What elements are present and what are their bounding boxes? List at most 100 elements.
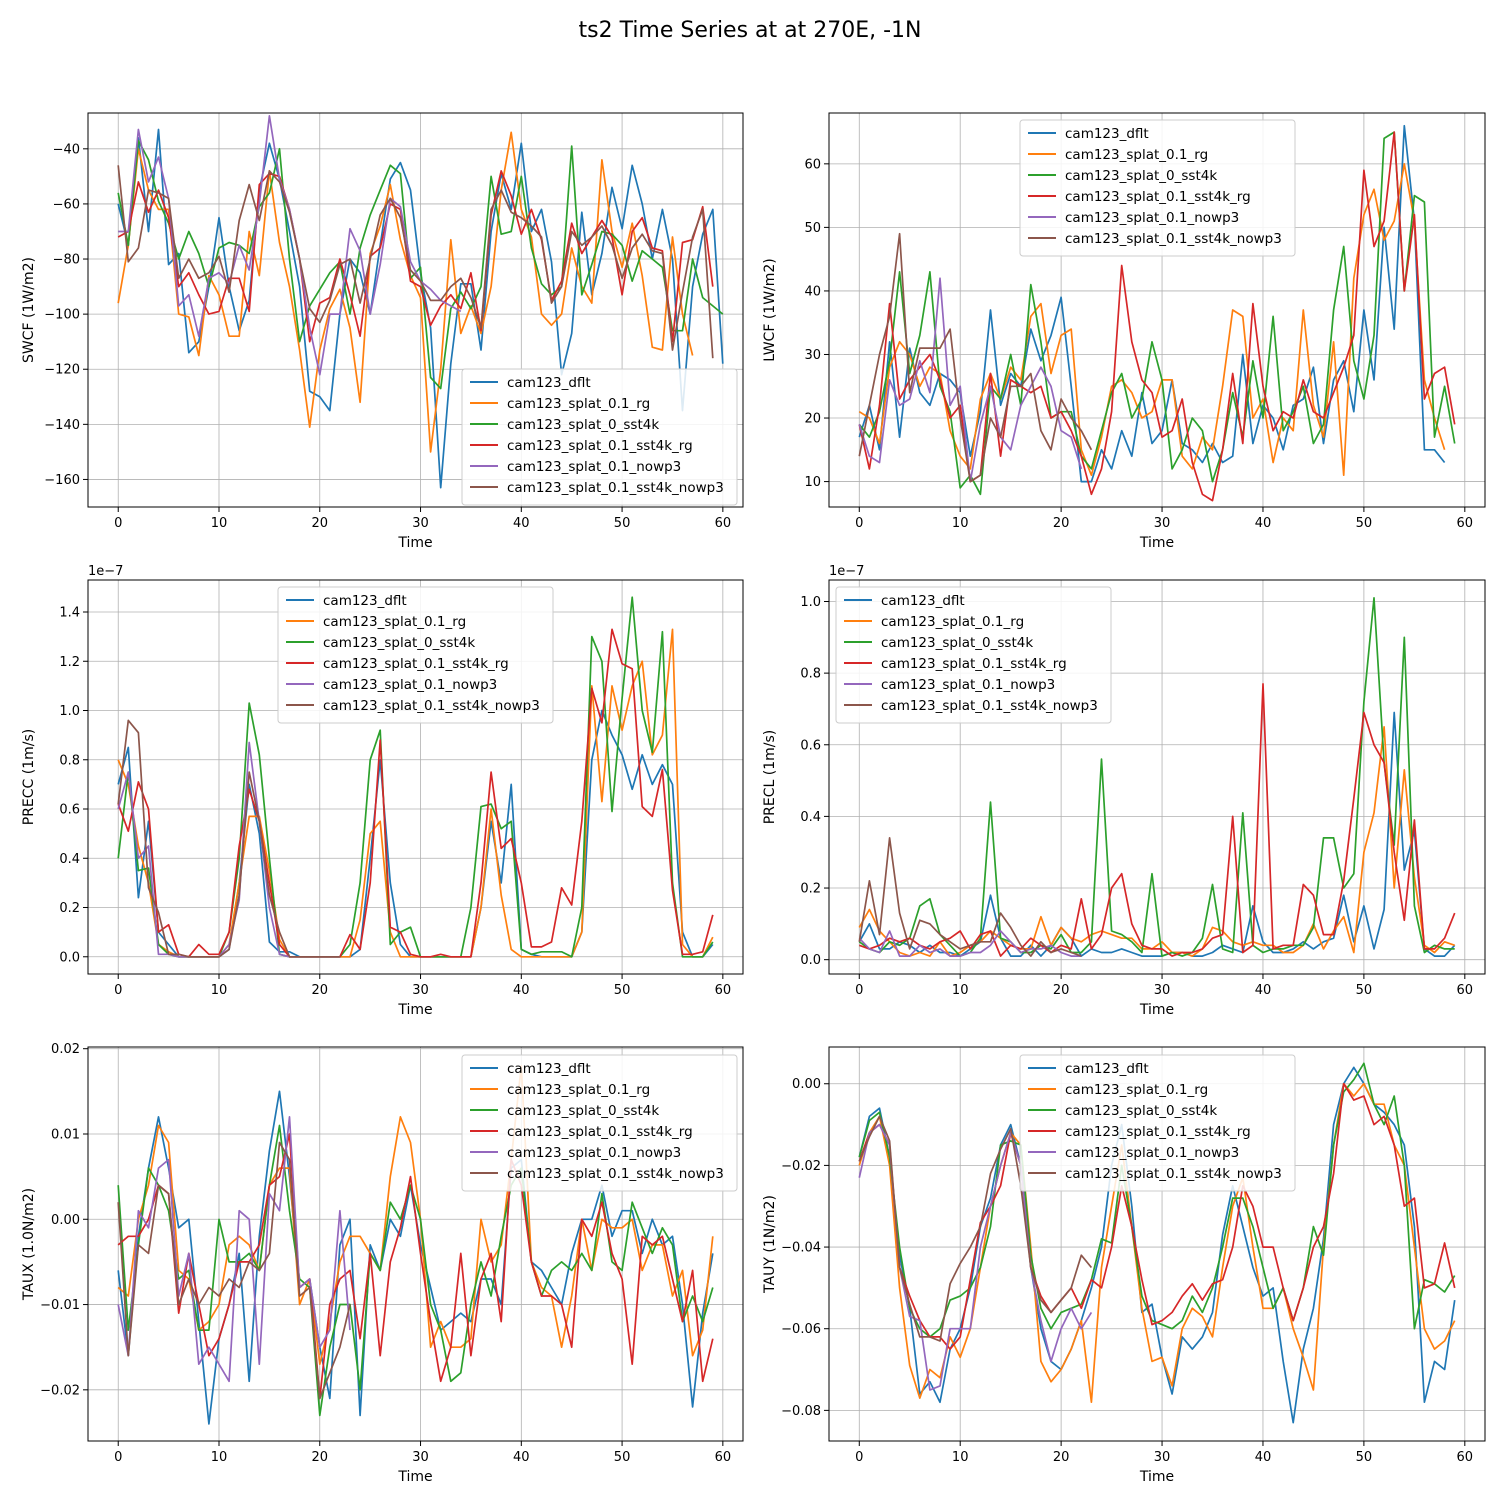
legend-box bbox=[277, 586, 554, 724]
legend-label: cam123_splat_0_sst4k bbox=[507, 1103, 659, 1119]
legend-label: cam123_splat_0.1_sst4k_nowp3 bbox=[507, 1166, 724, 1182]
x-tick-label: 30 bbox=[412, 516, 429, 531]
x-tick-label: 20 bbox=[1053, 1450, 1070, 1465]
series-line-cam123_splat_0.1_nowp3 bbox=[858, 930, 1082, 957]
x-tick-label: 60 bbox=[1457, 983, 1474, 998]
legend-label: cam123_dflt bbox=[1065, 126, 1149, 142]
x-tick-label: 40 bbox=[1255, 516, 1272, 531]
series-line-cam123_splat_0_sst4k bbox=[858, 131, 1456, 496]
y-tick-label: −0.04 bbox=[781, 1241, 821, 1256]
legend-label: cam123_splat_0.1_sst4k_nowp3 bbox=[323, 698, 540, 714]
legend-label: cam123_splat_0.1_sst4k_rg bbox=[323, 656, 509, 672]
x-tick-label: 60 bbox=[715, 516, 732, 531]
y-tick-label: −80 bbox=[53, 253, 80, 268]
y-axis-label: TAUY (1N/m2) bbox=[762, 1195, 778, 1294]
legend-label: cam123_dflt bbox=[323, 593, 407, 609]
y-tick-label: 0.02 bbox=[51, 1042, 80, 1057]
x-tick-label: 30 bbox=[412, 983, 429, 998]
legend: cam123_dflt cam123_splat_0.1_rg cam123_spl… bbox=[277, 586, 554, 724]
x-tick-label: 0 bbox=[855, 516, 863, 531]
legend-label: cam123_splat_0.1_rg bbox=[507, 396, 650, 412]
y-tick-label: 30 bbox=[804, 348, 821, 363]
y-tick-label: −60 bbox=[53, 197, 80, 212]
x-tick-label: 0 bbox=[855, 1450, 863, 1465]
series-line-cam123_splat_0.1_sst4k_nowp3 bbox=[858, 837, 1082, 957]
x-tick-label: 50 bbox=[614, 516, 631, 531]
series-line-cam123_splat_0.1_nowp3 bbox=[117, 1116, 351, 1383]
legend-label: cam123_splat_0_sst4k bbox=[1065, 1103, 1217, 1119]
x-tick-label: 40 bbox=[1255, 1450, 1272, 1465]
series-line-cam123_splat_0.1_sst4k_nowp3 bbox=[117, 1141, 351, 1400]
x-axis-label: Time bbox=[397, 535, 432, 551]
x-tick-label: 20 bbox=[311, 983, 328, 998]
y-tick-label: 0.00 bbox=[51, 1213, 80, 1228]
y-tick-label: 0.4 bbox=[59, 852, 80, 867]
y-axis-label: PRECL (1m/s) bbox=[762, 730, 778, 825]
legend-box bbox=[1019, 1054, 1296, 1192]
panels: 0 10 20 30 40 50 60 −160 −140 −120 −100 −80 −60 −40 Ti… bbox=[21, 112, 1486, 1485]
figure-title: ts2 Time Series at at 270E, -1N bbox=[578, 18, 921, 43]
legend-label: cam123_splat_0.1_sst4k_rg bbox=[507, 1124, 693, 1140]
x-axis-label: Time bbox=[397, 1002, 432, 1018]
legend-label: cam123_splat_0.1_nowp3 bbox=[1065, 210, 1239, 226]
legend-label: cam123_splat_0.1_sst4k_rg bbox=[1065, 189, 1251, 205]
x-tick-label: 10 bbox=[952, 983, 969, 998]
y-tick-label: −0.02 bbox=[781, 1159, 821, 1174]
y-tick-label: −40 bbox=[53, 142, 80, 157]
y-tick-label: 1.0 bbox=[800, 595, 821, 610]
axes-frame bbox=[828, 579, 1486, 975]
legend: cam123_dflt cam123_splat_0.1_rg cam123_spl… bbox=[835, 586, 1112, 724]
legend-label: cam123_splat_0.1_rg bbox=[1065, 1082, 1208, 1098]
x-tick-label: 10 bbox=[952, 1450, 969, 1465]
series-line-cam123_splat_0.1_sst4k_rg bbox=[117, 1133, 714, 1400]
legend-box bbox=[461, 1054, 738, 1192]
x-tick-label: 10 bbox=[952, 516, 969, 531]
axes-frame bbox=[828, 1046, 1486, 1442]
series-line-cam123_splat_0_sst4k bbox=[858, 597, 1455, 957]
y-tick-label: 0.6 bbox=[59, 803, 80, 818]
y-tick-label: −0.08 bbox=[781, 1404, 821, 1419]
legend-label: cam123_splat_0.1_rg bbox=[881, 614, 1024, 630]
y-tick-label: 10 bbox=[804, 475, 821, 490]
x-tick-label: 50 bbox=[614, 1450, 631, 1465]
legend-label: cam123_splat_0.1_rg bbox=[323, 614, 466, 630]
x-tick-label: 40 bbox=[513, 516, 530, 531]
x-tick-label: 0 bbox=[114, 1450, 122, 1465]
y-offset-label: 1e−7 bbox=[829, 564, 864, 579]
y-tick-label: −0.06 bbox=[781, 1322, 821, 1337]
legend-label: cam123_splat_0_sst4k bbox=[507, 417, 659, 433]
x-axis-label: Time bbox=[1139, 1002, 1174, 1018]
y-axis-label: PRECC (1m/s) bbox=[21, 729, 37, 826]
y-tick-label: 60 bbox=[804, 157, 821, 172]
x-tick-label: 10 bbox=[211, 983, 228, 998]
legend-label: cam123_splat_0.1_nowp3 bbox=[507, 459, 681, 475]
chart-panel-6: 0 10 20 30 40 50 60 −0.08 −0.06 −0.04 −0.02 0.00 Tim… bbox=[762, 1046, 1486, 1485]
x-tick-label: 0 bbox=[114, 516, 122, 531]
y-tick-label: 0.4 bbox=[800, 810, 821, 825]
y-tick-label: 1.2 bbox=[59, 655, 80, 670]
legend-box bbox=[461, 368, 738, 506]
x-axis-label: Time bbox=[397, 1469, 432, 1485]
y-tick-label: 1.4 bbox=[59, 606, 80, 621]
axes-frame bbox=[87, 579, 744, 975]
y-axis-label: SWCF (1W/m2) bbox=[21, 257, 37, 363]
series-line-cam123_splat_0.1_nowp3 bbox=[118, 114, 462, 376]
series-line-cam123_splat_0.1_sst4k_nowp3 bbox=[117, 719, 340, 958]
x-tick-label: 60 bbox=[715, 1450, 732, 1465]
y-tick-label: −140 bbox=[44, 418, 80, 433]
y-tick-label: 0.2 bbox=[800, 882, 821, 897]
y-tick-label: 0.0 bbox=[59, 950, 80, 965]
y-tick-label: 0.6 bbox=[800, 738, 821, 753]
chart-panel-4: 0 10 20 30 40 50 60 0.0 0.2 0.4 0.6 0.8 1.0 Time PRECL… bbox=[762, 564, 1486, 1018]
legend-label: cam123_dflt bbox=[881, 593, 965, 609]
legend-label: cam123_splat_0.1_sst4k_nowp3 bbox=[1065, 1166, 1282, 1182]
chart-panel-2: 0 10 20 30 40 50 60 10 20 30 40 50 60 Time LWCF (1W/m2… bbox=[762, 112, 1486, 551]
y-tick-label: 20 bbox=[804, 412, 821, 427]
x-tick-label: 50 bbox=[614, 983, 631, 998]
y-tick-label: 0.8 bbox=[59, 753, 80, 768]
x-tick-label: 40 bbox=[513, 983, 530, 998]
series-line-cam123_splat_0.1_sst4k_nowp3 bbox=[858, 232, 1093, 483]
y-tick-label: 0.8 bbox=[800, 667, 821, 682]
chart-panel-3: 0 10 20 30 40 50 60 0.0 0.2 0.4 0.6 0.8 1.0 1.2 1.4 Tim… bbox=[21, 564, 744, 1018]
series-line-cam123_splat_0.1_rg bbox=[858, 1082, 1456, 1404]
